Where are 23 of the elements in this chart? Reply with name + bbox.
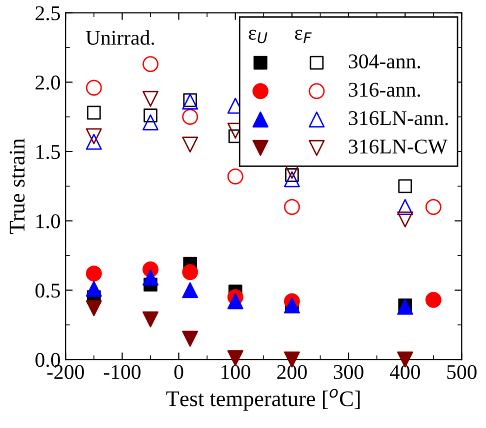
y-tick-label: 1.5 <box>36 144 60 160</box>
x-tick-label: 0 <box>174 364 184 380</box>
y-tick-label: 0.5 <box>36 284 60 298</box>
x-tick-label: 500 <box>447 364 477 380</box>
annotation: ε$_{U}$ <box>248 30 268 44</box>
x-axis-title: Test temperature [$^{o}$C] <box>166 388 360 411</box>
legend-label: 304-ann. <box>348 54 420 68</box>
y-axis-title: True strain <box>10 138 25 234</box>
x-tick-label: 100 <box>222 364 250 380</box>
x-tick-label: 300 <box>334 364 364 380</box>
y-tick-label: 2.0 <box>36 76 60 90</box>
annotation: ε$_{F}$ <box>294 30 312 44</box>
y-tick-label: 2.5 <box>36 6 60 20</box>
x-tick-label: 200 <box>277 364 307 380</box>
annotation: Unirrad. <box>86 30 154 45</box>
x-tick-label: -200 <box>47 364 84 380</box>
x-tick-label: 400 <box>390 364 420 380</box>
legend-label: 316LN-ann. <box>348 111 448 126</box>
y-tick-label: 1.0 <box>36 214 60 228</box>
legend-label: 316-ann. <box>348 82 420 97</box>
legend-label: 316LN-CW <box>348 140 448 154</box>
y-tick-label: 0.0 <box>36 352 60 368</box>
x-tick-label: -100 <box>104 364 140 380</box>
